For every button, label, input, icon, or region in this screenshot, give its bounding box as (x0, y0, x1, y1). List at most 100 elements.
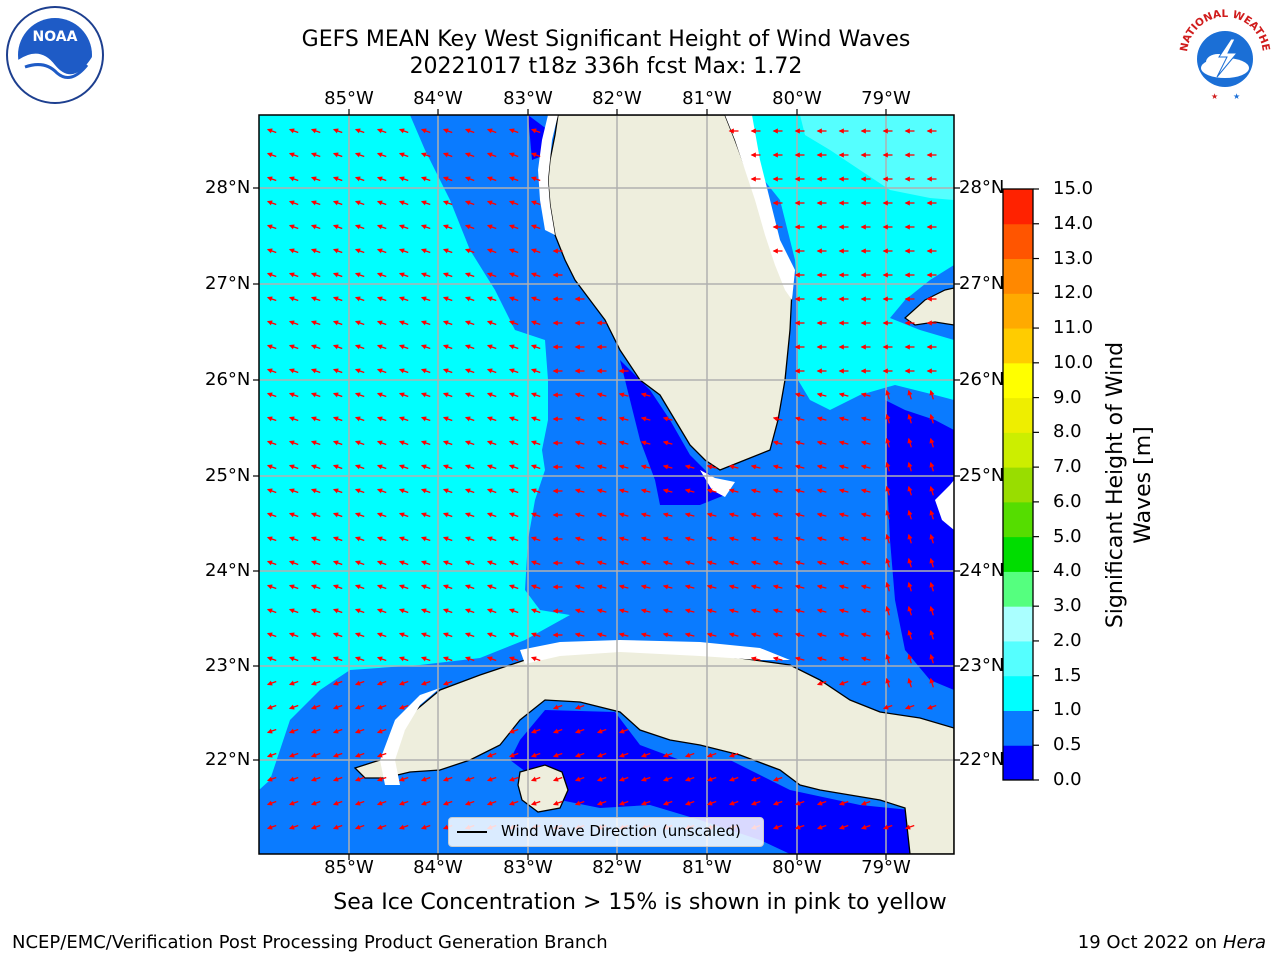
lat-label-right: 26°N (959, 369, 1005, 390)
wave-direction-arrow (706, 488, 717, 494)
lon-label-bottom: 79°W (861, 857, 911, 878)
wave-direction-arrow (640, 536, 651, 542)
wave-direction-arrow (618, 440, 629, 446)
wave-direction-arrow (486, 128, 497, 134)
colorbar-segment (1003, 606, 1033, 642)
wave-direction-arrow (530, 320, 541, 326)
wave-direction-arrow (838, 656, 849, 662)
wave-direction-arrow (838, 680, 849, 686)
wave-direction-arrow (442, 128, 453, 134)
sea-ice-note: Sea Ice Concentration > 15% is shown in … (333, 890, 947, 915)
wave-direction-arrow (662, 752, 673, 758)
wave-direction-arrow (376, 200, 387, 206)
colorbar-tick-label: 15.0 (1053, 178, 1094, 199)
noaa-logo: NOAA (5, 5, 105, 105)
wave-direction-arrow (332, 536, 343, 542)
wave-direction-arrow (860, 824, 871, 830)
wave-direction-arrow (486, 440, 497, 446)
wave-direction-arrow (728, 464, 739, 470)
wave-direction-arrow (442, 416, 453, 422)
wave-direction-arrow (420, 776, 431, 782)
wave-direction-arrow (376, 392, 387, 398)
lat-label-right: 28°N (959, 177, 1005, 198)
wave-direction-arrow (596, 608, 607, 614)
wave-direction-arrow (618, 536, 629, 542)
wave-direction-arrow (882, 704, 893, 710)
wave-direction-arrow (750, 560, 761, 566)
wave-direction-arrow (684, 464, 695, 470)
wave-direction-arrow (266, 272, 277, 278)
wave-direction-arrow (508, 440, 519, 446)
wave-direction-arrow (310, 752, 321, 758)
wave-direction-arrow (354, 440, 365, 446)
wave-direction-arrow (929, 653, 935, 664)
wave-direction-arrow (442, 608, 453, 614)
wave-direction-arrow (596, 392, 607, 398)
colorbar-tick-label: 0.5 (1053, 734, 1082, 756)
wave-direction-arrow (772, 656, 783, 662)
wave-direction-arrow (332, 320, 343, 326)
coast-halo-florida-west (538, 115, 558, 235)
wave-direction-arrow (508, 728, 519, 734)
colorbar-tick-label: 6.0 (1053, 490, 1082, 512)
wave-direction-arrow (310, 464, 321, 470)
wave-direction-arrow (420, 560, 431, 566)
wave-direction-arrow (310, 200, 321, 206)
wave-direction-arrow (420, 440, 431, 446)
wave-direction-arrow (662, 512, 673, 518)
wave-direction-arrow (750, 608, 761, 614)
wave-direction-arrow (288, 440, 299, 446)
wave-direction-arrow (618, 464, 629, 470)
wave-direction-arrow (728, 512, 739, 518)
wave-direction-arrow (486, 608, 497, 614)
wave-direction-arrow (354, 200, 365, 206)
wave-direction-arrow (640, 464, 651, 470)
wave-direction-arrow (706, 800, 717, 806)
wave-direction-arrow (420, 344, 431, 350)
wave-direction-arrow (442, 176, 453, 182)
wave-direction-arrow (574, 416, 585, 422)
wave-direction-arrow (596, 728, 607, 734)
wave-direction-arrow (838, 512, 849, 518)
wave-direction-arrow (332, 728, 343, 734)
wave-direction-arrow (398, 272, 409, 278)
wave-direction-arrow (354, 272, 365, 278)
wave-direction-arrow (464, 320, 475, 326)
wave-direction-arrow (288, 728, 299, 734)
wave-direction-arrow (794, 464, 805, 470)
wave-direction-arrow (794, 632, 805, 638)
wave-direction-arrow (816, 632, 827, 638)
wave-direction-arrow (376, 704, 387, 710)
wave-direction-arrow (288, 752, 299, 758)
wave-direction-arrow (684, 752, 695, 758)
wave-direction-arrow (728, 776, 739, 782)
wave-direction-arrow (354, 752, 365, 758)
wave-direction-arrow (464, 560, 475, 566)
wave-direction-arrow (860, 584, 871, 590)
wave-direction-arrow (332, 560, 343, 566)
wave-direction-arrow (574, 560, 585, 566)
wave-direction-arrow (398, 776, 409, 782)
wave-direction-arrow (860, 560, 871, 566)
wave-direction-arrow (288, 824, 299, 830)
wave-direction-arrow (860, 464, 871, 470)
wave-direction-arrow (442, 392, 453, 398)
wave-direction-arrow (929, 389, 935, 400)
wave-direction-arrow (266, 632, 277, 638)
wave-direction-arrow (684, 584, 695, 590)
wave-direction-arrow (442, 536, 453, 542)
map-ticks (253, 109, 960, 860)
lon-label-top: 83°W (503, 88, 553, 109)
wave-direction-arrow (332, 368, 343, 374)
colorbar-tick-label: 2.0 (1053, 629, 1082, 651)
wave-direction-arrow (310, 392, 321, 398)
wave-direction-arrow (574, 728, 585, 734)
wave-direction-arrow (929, 581, 935, 592)
wave-direction-arrow (486, 632, 497, 638)
footer-date-text: 19 Oct 2022 on (1077, 932, 1223, 953)
wave-direction-arrow (288, 464, 299, 470)
wave-direction-arrow (464, 272, 475, 278)
colorbar-title-line2: Waves [m] (1131, 426, 1156, 544)
wave-direction-arrow (310, 224, 321, 230)
wave-direction-arrow (530, 296, 541, 302)
